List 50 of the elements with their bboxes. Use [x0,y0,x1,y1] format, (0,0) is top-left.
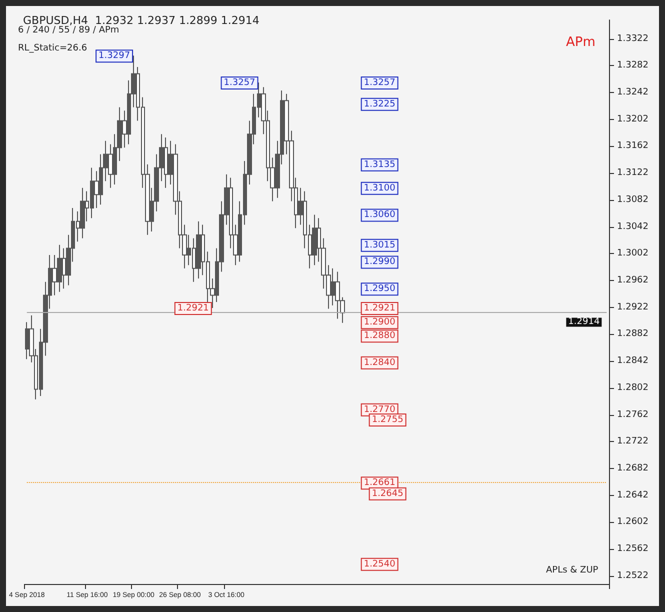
annotation: 1.2661 [364,478,396,488]
annotation: 1.3257 [224,78,256,88]
annotation: 1.2990 [364,257,396,268]
annotation: 1.2900 [364,318,396,328]
y-tick-label: 1.2922 [617,302,648,312]
y-tick-label: 1.2762 [617,410,648,420]
annotation: 1.3135 [364,160,396,170]
annotation: 1.2840 [364,358,396,368]
y-tick-label: 1.3122 [617,168,648,178]
candlestick [312,214,317,266]
annotation: 1.2770 [364,404,396,415]
y-tick-label: 1.2562 [617,544,648,554]
y-tick-label: 1.3202 [617,114,648,124]
annotation: 1.2950 [364,284,396,294]
y-tick-label: 1.3002 [617,248,648,259]
annotation: 1.3297 [98,51,130,62]
candlestick [80,187,85,239]
chart-title: GBPUSD,H4 1.2932 1.2937 1.2899 1.2914 [23,14,260,27]
y-tick-label: 1.3042 [617,222,648,232]
annotation: 1.2921 [177,304,209,314]
annotation: 1.2880 [364,331,396,342]
ref-line-label: 1.2914 [568,317,600,328]
y-tick-label: 1.3162 [617,141,648,152]
annotation: 1.2540 [364,559,396,570]
y-tick-label: 1.2722 [617,436,648,447]
y-tick-label: 1.2802 [617,382,648,393]
y-tick-label: 1.2522 [617,570,648,581]
annotation: 6 / 240 / 55 / 89 / APm [18,26,120,36]
annotation: APLs & ZUP [546,566,599,576]
y-tick-label: 1.2602 [617,517,648,528]
annotation: APm [566,35,596,50]
y-tick-label: 1.2842 [617,356,648,366]
annotation: RL_Static=26.6 [18,44,88,54]
y-tick-label: 1.3082 [617,194,648,205]
y-tick-label: 1.2642 [617,490,648,500]
y-tick-label: 1.2882 [617,329,648,340]
annotation: 1.3015 [364,240,396,250]
annotation: 1.3060 [364,210,396,220]
y-tick-label: 1.3322 [617,34,648,44]
annotation: 1.2755 [372,415,404,425]
y-tick-label: 1.3242 [617,88,648,98]
annotation: 1.3100 [364,183,396,194]
annotation: 1.3257 [364,78,396,88]
y-tick-label: 1.2682 [617,464,648,474]
annotation: 1.2645 [372,488,404,499]
annotation: 1.2921 [364,304,396,314]
candlestick [196,220,201,279]
annotation: 1.3225 [364,99,396,110]
y-tick-label: 1.3282 [617,60,648,71]
y-tick-label: 1.2962 [617,276,648,286]
